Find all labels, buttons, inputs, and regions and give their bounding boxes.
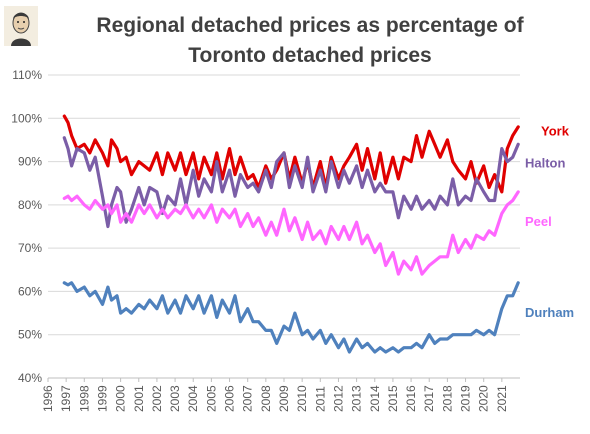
x-tick-label: 2011 [313, 386, 327, 412]
y-tick-label: 90% [18, 155, 42, 169]
series-label-durham: Durham [525, 305, 574, 320]
x-tick-label: 1998 [77, 385, 91, 412]
x-tick-label: 2018 [440, 385, 454, 412]
y-tick-label: 100% [11, 111, 42, 125]
x-tick-label: 2009 [277, 385, 291, 412]
y-tick-label: 70% [18, 241, 42, 255]
x-tick-label: 2021 [495, 385, 509, 412]
series-label-peel: Peel [525, 214, 552, 229]
x-tick-label: 2001 [132, 385, 146, 412]
x-tick-label: 1996 [41, 385, 55, 412]
x-tick-label: 2019 [459, 385, 473, 412]
x-tick-label: 2004 [186, 385, 200, 412]
series-label-york: York [541, 123, 570, 138]
series-line-peel [62, 190, 520, 276]
x-tick-label: 2012 [331, 385, 345, 412]
x-tick-label: 2002 [150, 385, 164, 412]
x-tick-label: 2005 [204, 385, 218, 412]
x-tick-label: 1999 [95, 385, 109, 412]
x-tick-label: 2015 [386, 385, 400, 412]
chart-title-line-1: Regional detached prices as percentage o… [96, 14, 524, 37]
x-tick-label: 2007 [241, 385, 255, 412]
y-tick-label: 50% [18, 328, 42, 342]
x-tick-label: 2006 [223, 385, 237, 412]
series-line-halton [62, 136, 520, 229]
y-tick-label: 80% [18, 198, 42, 212]
y-tick-label: 40% [18, 371, 42, 385]
y-tick-label: 110% [12, 68, 42, 82]
chart-title-line-2: Toronto detached prices [188, 44, 432, 67]
x-tick-label: 2010 [295, 385, 309, 412]
series-label-halton: Halton [525, 156, 566, 171]
x-tick-label: 2017 [422, 385, 436, 412]
author-avatar-icon [4, 6, 38, 46]
x-tick-label: 2008 [259, 385, 273, 412]
x-tick-label: 2003 [168, 385, 182, 412]
x-tick-label: 2016 [404, 385, 418, 412]
x-tick-label: 1997 [59, 385, 73, 412]
x-tick-label: 2020 [477, 385, 491, 412]
x-tick-label: 2000 [114, 385, 128, 412]
series-line-durham [62, 281, 520, 354]
x-tick-label: 2014 [368, 385, 382, 412]
x-tick-label: 2013 [350, 385, 364, 412]
y-tick-label: 60% [18, 284, 42, 298]
